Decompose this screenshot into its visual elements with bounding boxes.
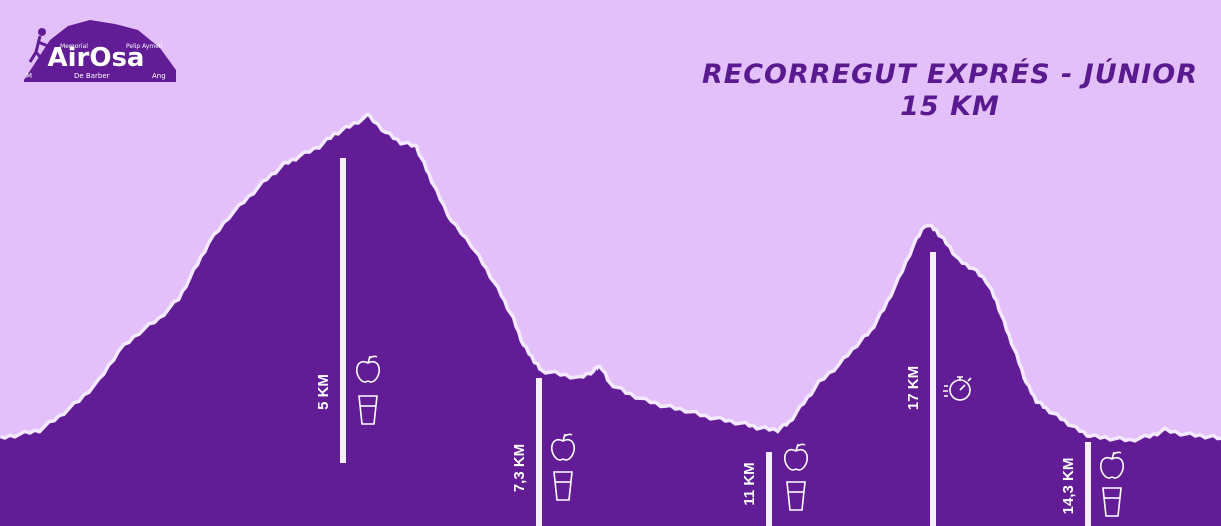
airosa-logo: AirOsa Memorial Pelip Aymell M De Barber… xyxy=(20,18,180,90)
apple-icon xyxy=(1099,451,1125,479)
cup-icon xyxy=(1102,487,1122,517)
marker-line xyxy=(930,252,936,526)
apple-icon xyxy=(783,443,809,471)
marker-km-label: 7,3 KM xyxy=(511,444,528,492)
marker-km-label: 11 KM xyxy=(741,462,758,505)
logo-text-bottom-right: Ang xyxy=(152,72,166,80)
cup-icon xyxy=(786,481,806,511)
marker-line xyxy=(340,158,346,463)
marker-line xyxy=(766,452,772,526)
marker-km-label: 5 KM xyxy=(315,374,332,410)
logo-wordmark: AirOsa xyxy=(48,43,145,73)
cup-icon xyxy=(553,471,573,501)
logo-mark: AirOsa Memorial Pelip Aymell M De Barber… xyxy=(24,20,176,82)
aid-station-markers: 5 KM 7,3 KM 11 KM 17 KM 14,3 KM xyxy=(315,158,1125,526)
cup-icon xyxy=(358,395,378,425)
logo-text-bottom-center: De Barber xyxy=(74,72,110,80)
stopwatch-icon xyxy=(943,376,972,401)
chart-title-line2: 15 KM xyxy=(900,91,1000,122)
marker-km-label: 17 KM xyxy=(905,366,922,410)
marker-line xyxy=(1085,442,1091,526)
apple-icon xyxy=(355,355,381,383)
logo-text-bottom-left: M xyxy=(26,72,32,80)
apple-icon xyxy=(550,433,576,461)
elevation-profile-area xyxy=(0,116,1221,526)
marker-line xyxy=(536,378,542,526)
chart-title-line1: RECORREGUT EXPRÉS - JÚNIOR xyxy=(701,59,1199,90)
logo-text-top-left: Memorial xyxy=(60,43,88,50)
logo-text-top-right: Pelip Aymell xyxy=(126,43,163,50)
marker-km-label: 14,3 KM xyxy=(1060,458,1077,515)
chart-title: RECORREGUT EXPRÉS - JÚNIOR 15 KM xyxy=(700,58,1200,122)
